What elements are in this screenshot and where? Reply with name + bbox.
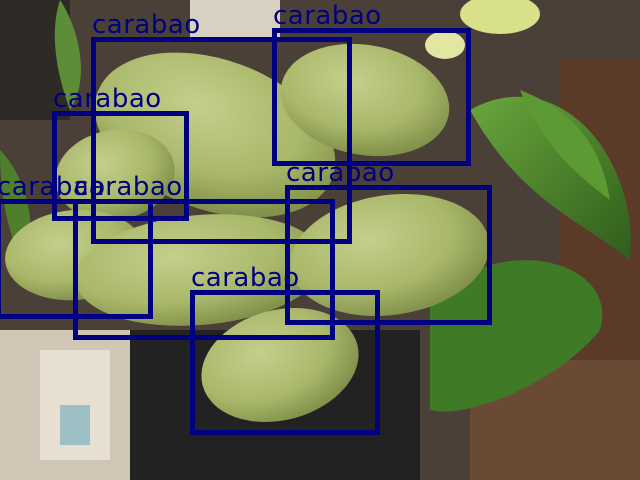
detection-label: carabao — [53, 84, 162, 114]
detection-label: carabao — [191, 263, 300, 293]
detection-box: carabao — [272, 3, 471, 166]
detection-label: carabao — [92, 10, 201, 40]
detection-label: carabao — [74, 172, 183, 202]
detection-label: carabao — [286, 158, 395, 188]
detection-label: carabao — [273, 1, 382, 31]
detection-box: carabao — [285, 160, 492, 325]
detection-box: carabao — [91, 12, 352, 244]
detection-box: carabao — [73, 174, 335, 340]
detection-label: carabao — [0, 172, 106, 202]
detection-box: carabao — [190, 265, 380, 435]
detection-box: carabao — [52, 86, 189, 221]
